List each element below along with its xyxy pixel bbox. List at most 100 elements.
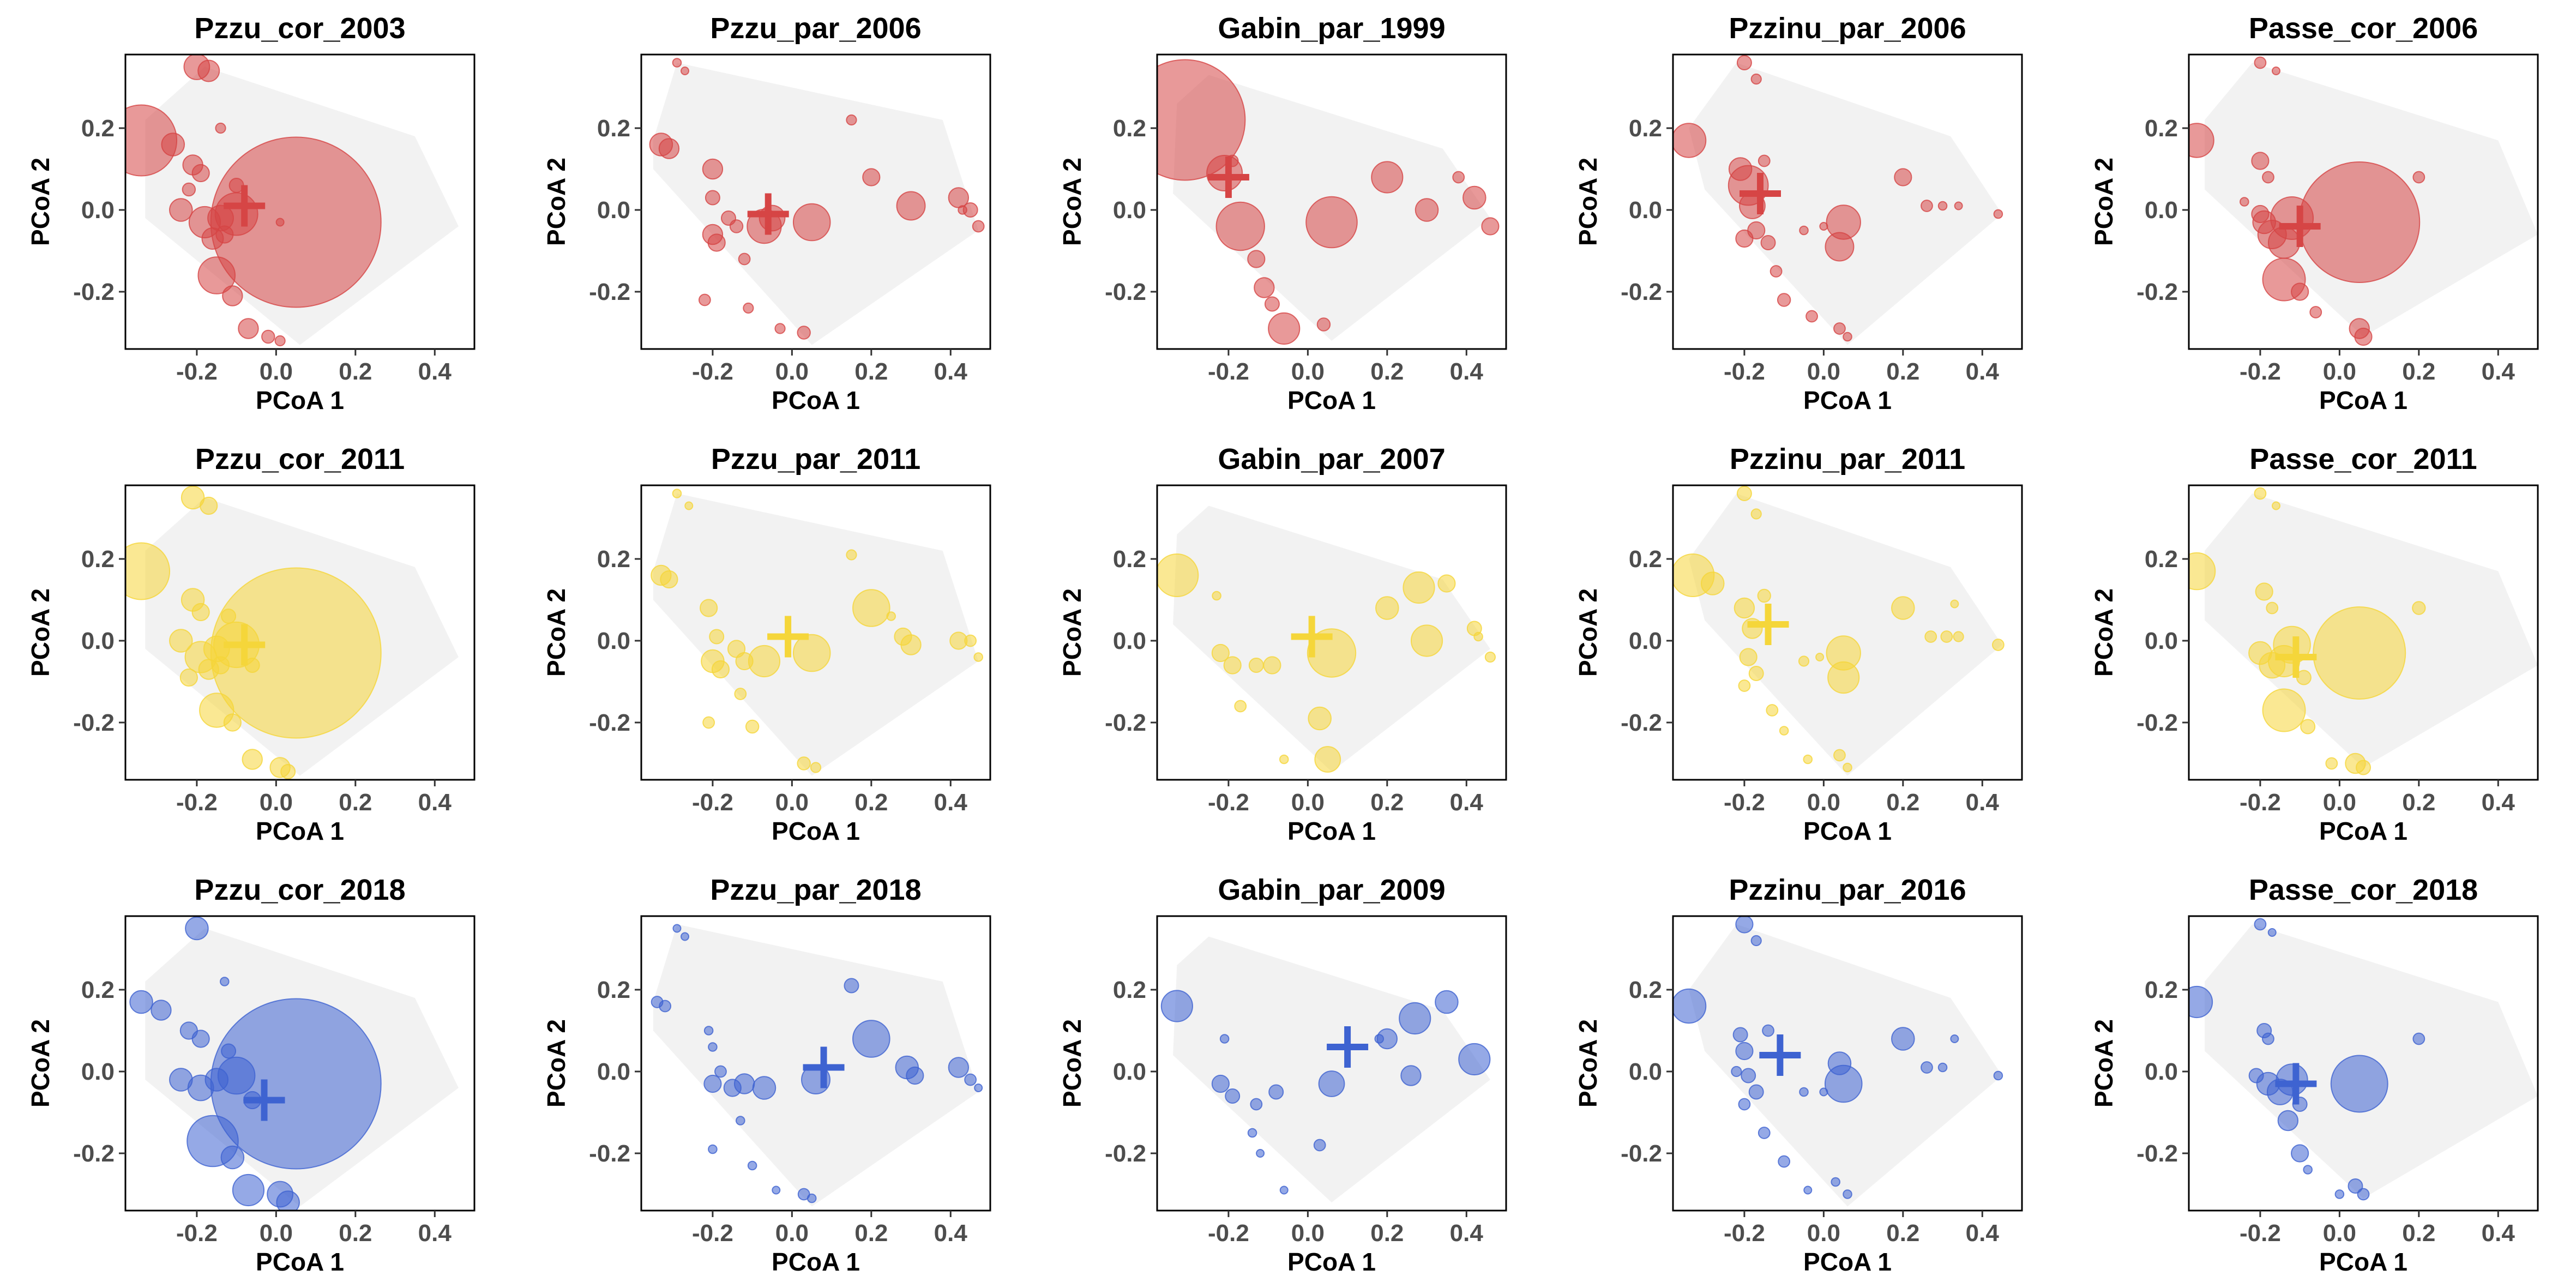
y-tick-label: 0.0: [1629, 1058, 1662, 1085]
data-point: [1894, 168, 1912, 186]
y-tick-label: 0.2: [2145, 115, 2178, 142]
data-point: [1305, 196, 1358, 249]
centroid-marker: [2275, 636, 2317, 678]
data-point: [180, 485, 205, 510]
data-point: [684, 501, 694, 510]
x-tick-label: 0.4: [418, 789, 452, 816]
y-tick-label: -0.2: [1105, 279, 1146, 305]
plot-area: [2189, 487, 2538, 775]
data-point: [129, 990, 153, 1014]
y-tick-label: 0.0: [81, 197, 115, 224]
data-point: [1307, 628, 1357, 678]
convex-hull: [1173, 936, 1490, 1202]
panel-title: Passe_cor_2018: [2249, 874, 2478, 906]
y-tick-label: 0.0: [1629, 628, 1662, 654]
data-point: [1924, 630, 1937, 643]
data-point: [774, 323, 786, 334]
data-point: [1799, 1087, 1809, 1097]
data-point: [723, 1079, 742, 1097]
panel-border: [2188, 484, 2539, 781]
x-tick-label: -0.2: [2240, 1220, 2281, 1247]
data-point: [1937, 201, 1948, 211]
data-point: [2266, 601, 2279, 615]
data-point: [1247, 250, 1266, 268]
x-tick-label: 0.2: [2402, 358, 2435, 385]
data-point: [2325, 757, 2338, 770]
x-tick-label: 0.2: [339, 358, 372, 385]
plot-area: [651, 489, 983, 776]
pcoa-panel: Passe_cor_2006-0.2 0.0 0.2 0.4-0.20.00.2PCo…: [2090, 12, 2539, 414]
data-point: [1484, 651, 1496, 663]
y-tick-label: -0.2: [73, 1140, 115, 1167]
centroid-marker: [767, 616, 809, 658]
data-point: [1891, 596, 1915, 620]
y-tick-label: 0.2: [597, 546, 630, 573]
data-point: [1758, 154, 1771, 167]
data-point: [703, 1074, 722, 1093]
data-point: [672, 489, 682, 498]
panel-title: Pzzinu_par_2011: [1730, 443, 1965, 476]
data-point: [1766, 704, 1779, 717]
x-axis-label: PCoA 1: [772, 1248, 860, 1276]
centroid-marker: [1759, 1034, 1801, 1076]
data-point: [1803, 1185, 1813, 1195]
x-tick-label: 0.4: [1450, 358, 1484, 385]
x-tick-label: 0.0: [1807, 1220, 1840, 1247]
x-tick-label: 0.0: [775, 358, 809, 385]
centroid-marker: [1291, 616, 1333, 658]
y-tick-label: 0.0: [81, 1058, 115, 1085]
data-point: [169, 198, 193, 222]
data-point: [1750, 935, 1762, 947]
x-tick-label: 0.2: [854, 1220, 888, 1247]
data-point: [242, 749, 263, 770]
data-point: [1991, 639, 2005, 651]
data-point: [151, 1000, 172, 1021]
data-point: [2298, 161, 2421, 283]
centroid-marker: [2275, 1063, 2317, 1105]
y-tick-label: 0.0: [1113, 628, 1146, 654]
x-axis-label: PCoA 1: [1287, 1248, 1376, 1276]
panel-title: Pzzu_par_2011: [711, 443, 920, 476]
x-tick-label: -0.2: [176, 789, 218, 816]
x-tick-label: 0.2: [1886, 789, 1919, 816]
y-axis-label: PCoA 2: [542, 588, 570, 677]
plot-area: [125, 485, 459, 779]
data-point: [1157, 59, 1246, 181]
data-point: [806, 1193, 817, 1203]
data-point: [1437, 574, 1456, 593]
x-tick-label: -0.2: [692, 789, 733, 816]
x-tick-label: 0.0: [775, 1220, 809, 1247]
plot-area: [2189, 918, 2538, 1201]
y-tick-label: 0.2: [597, 115, 630, 142]
y-tick-label: 0.0: [597, 1058, 630, 1085]
data-point: [1268, 312, 1301, 345]
y-tick-label: -0.2: [2136, 1140, 2178, 1167]
data-point: [738, 252, 751, 266]
data-point: [2277, 1110, 2299, 1131]
panel-border: [1156, 53, 1507, 350]
y-axis-label: PCoA 2: [26, 1019, 55, 1108]
data-point: [185, 916, 209, 941]
data-point: [792, 203, 831, 242]
data-point: [191, 164, 210, 183]
centroid-marker: [2279, 206, 2321, 247]
data-point: [2313, 606, 2406, 700]
data-point: [220, 1145, 245, 1170]
x-tick-label: 0.4: [934, 358, 968, 385]
data-point: [191, 1030, 210, 1048]
data-point: [1225, 1088, 1241, 1104]
x-tick-label: -0.2: [2240, 789, 2281, 816]
data-point: [958, 205, 967, 215]
panel-title: Pzzinu_par_2006: [1729, 12, 1966, 45]
y-tick-label: 0.0: [597, 628, 630, 654]
data-point: [1211, 643, 1230, 663]
x-tick-label: 0.2: [339, 1220, 372, 1247]
data-point: [1268, 1084, 1284, 1100]
y-tick-label: -0.2: [73, 709, 115, 736]
data-point: [169, 629, 193, 653]
pcoa-panel: Pzzu_cor_2018-0.2 0.0 0.2 0.4-0.20.00.2PCoA…: [26, 874, 476, 1276]
data-point: [1318, 1070, 1345, 1097]
data-point: [197, 256, 236, 294]
x-axis-label: PCoA 1: [2319, 1248, 2408, 1276]
